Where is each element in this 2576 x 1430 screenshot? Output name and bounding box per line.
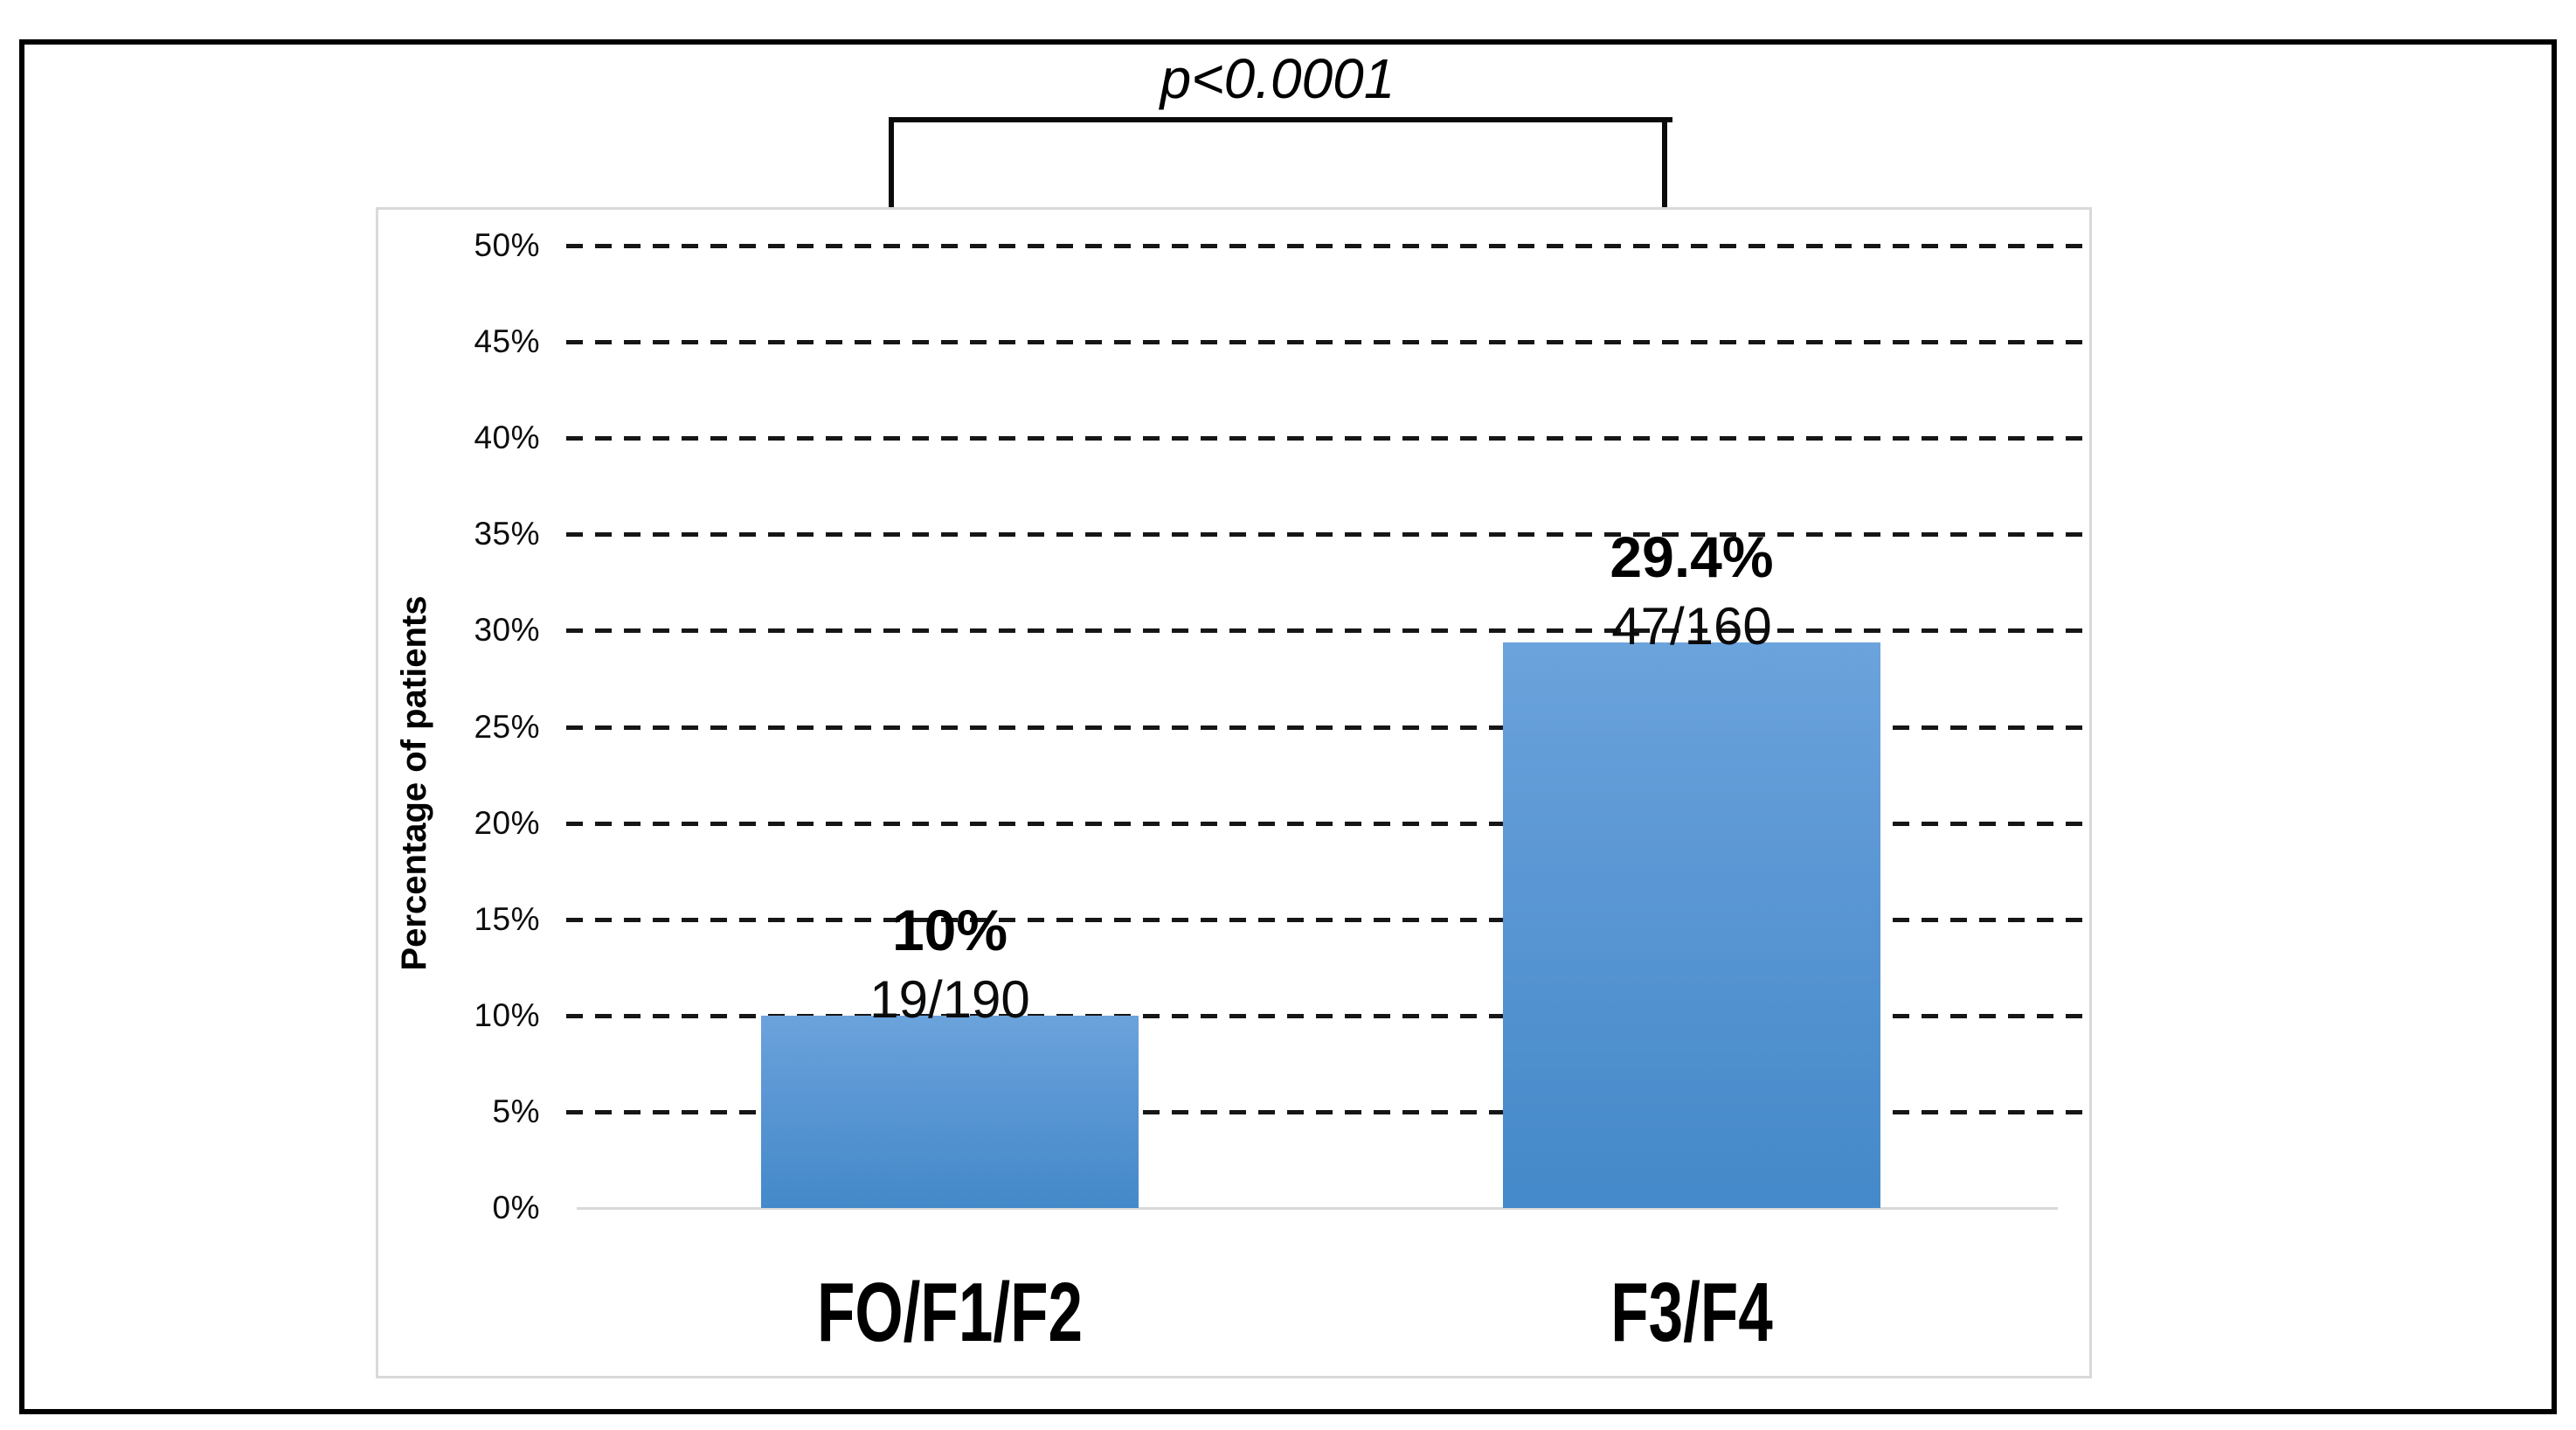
y-tick-label-10pct: 10% <box>474 996 540 1033</box>
y-tick-label-15pct: 15% <box>474 900 540 937</box>
y-tick-label-0pct: 0% <box>492 1190 540 1225</box>
gridline-50pct <box>566 244 2084 248</box>
bar-fraction-label: 19/190 <box>869 969 1030 1029</box>
gridline-15pct <box>566 917 2084 922</box>
y-tick-label-40pct: 40% <box>474 420 540 456</box>
bar-fo-f1-f2 <box>761 1015 1139 1208</box>
y-tick-label-50pct: 50% <box>474 227 540 263</box>
bar-value-label: 29.4% <box>1610 524 1774 589</box>
bar-fraction-label: 47/160 <box>1611 596 1772 656</box>
y-tick-label-25pct: 25% <box>474 708 540 745</box>
y-tick-label-20pct: 20% <box>474 804 540 841</box>
x-category-label: FO/F1/F2 <box>817 1266 1083 1359</box>
significance-bracket-horizontal <box>889 117 1672 122</box>
gridline-40pct <box>566 436 2084 441</box>
gridline-10pct <box>566 1013 2084 1018</box>
y-axis-title: Percentage of patients <box>395 595 433 971</box>
significance-bracket-right-arm <box>1662 117 1667 207</box>
gridline-25pct <box>566 725 2084 730</box>
gridline-5pct <box>566 1109 2084 1114</box>
bar-label-group: 10% 19/190 <box>869 900 1030 1029</box>
gridline-45pct <box>566 340 2084 345</box>
p-value-label: p<0.0001 <box>1160 47 1395 110</box>
y-tick-label-45pct: 45% <box>474 323 540 360</box>
bar-f3-f4 <box>1503 642 1880 1208</box>
x-axis-baseline <box>577 1207 2058 1210</box>
y-tick-label-30pct: 30% <box>474 612 540 649</box>
x-category-label: F3/F4 <box>1610 1266 1773 1359</box>
y-tick-label-35pct: 35% <box>474 516 540 552</box>
gridline-20pct <box>566 821 2084 826</box>
bar-value-label: 10% <box>891 898 1008 963</box>
gridline-35pct <box>566 532 2084 538</box>
y-tick-label-5pct: 5% <box>492 1093 540 1129</box>
gridline-30pct <box>566 628 2084 634</box>
significance-bracket-left-arm <box>889 117 894 207</box>
bar-label-group: 29.4% 47/160 <box>1610 527 1773 656</box>
